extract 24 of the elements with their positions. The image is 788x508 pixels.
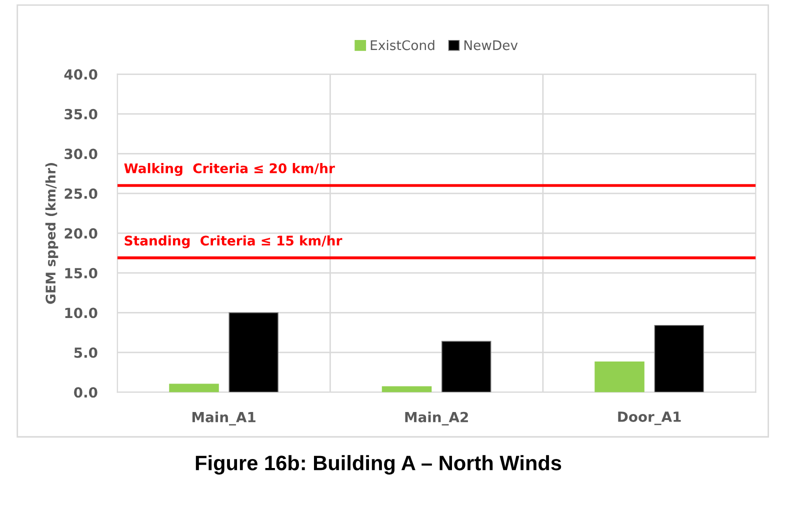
ref-line-label: Walking Criteria ≤ 20 km/hr	[124, 163, 335, 176]
y-tick-label: 25.0	[64, 188, 98, 199]
ref-line-label: Standing Criteria ≤ 15 km/hr	[124, 235, 342, 248]
y-tick-label: 30.0	[64, 148, 98, 160]
x-tick-label: Main_A1	[192, 412, 256, 426]
bar	[594, 362, 644, 392]
bar	[169, 384, 219, 392]
y-tick-label: 0.0	[74, 387, 98, 398]
y-tick-label: 10.0	[65, 308, 98, 318]
y-tick-label: 15.0	[65, 268, 98, 278]
y-tick-label: 40.0	[64, 69, 98, 80]
legend-label: ExistCond	[370, 40, 434, 50]
bar	[441, 340, 492, 392]
x-tick-label: Main_A2	[405, 412, 468, 426]
bar	[654, 324, 704, 392]
text: Figure 16b: Building A – North Winds	[196, 455, 562, 475]
y-tick-label: 20.0	[64, 228, 98, 239]
y-axis-title: GEM spped (km/hr)	[45, 163, 58, 304]
y-tick-label: 35.0	[64, 108, 98, 120]
legend-label: NewDev	[464, 40, 518, 50]
bar	[228, 312, 278, 392]
y-tick-label: 5.0	[74, 347, 98, 358]
bar	[382, 386, 432, 392]
x-tick-label: Door_A1	[618, 412, 681, 426]
